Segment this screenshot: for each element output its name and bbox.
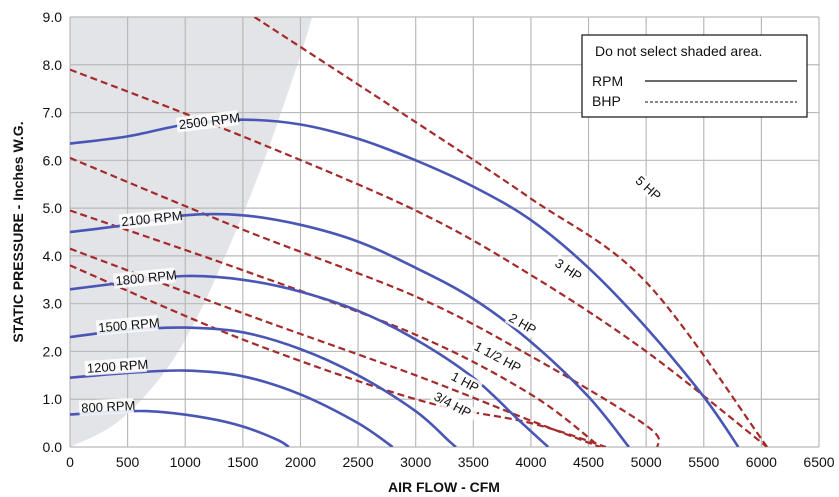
bhp-label-bg [550,254,587,286]
rpm-label-text: 2100 RPM [121,208,184,229]
rpm-label-1800-rpm: 1800 RPM [112,267,178,289]
x-tick-label: 3500 [458,454,489,470]
x-tick-label: 4000 [515,454,546,470]
x-tick-label: 2000 [285,454,316,470]
y-tick-label: 1.0 [43,391,63,407]
legend-rpm-label: RPM [592,73,623,89]
legend-box [581,34,808,118]
shaded-area-region [70,17,312,447]
y-tick-label: 4.0 [43,248,63,264]
rpm-label-text: 1500 RPM [98,315,160,335]
bhp-label-bg [429,387,479,424]
rpm-label-text: 800 RPM [81,398,136,416]
bhp-label-bg [447,367,484,397]
rpm-label-1200-rpm: 1200 RPM [84,356,149,377]
bhp-curve-1-1-2-hp [70,209,601,447]
x-tick-label: 2500 [342,454,373,470]
x-tick-label: 4500 [573,454,604,470]
x-tick-label: 1000 [170,454,201,470]
x-tick-label: 5500 [688,454,719,470]
rpm-label-800-rpm: 800 RPM [78,397,136,416]
shaded-area [70,17,312,447]
rpm-label-bg [84,356,147,377]
rpm-label-bg [176,110,240,133]
rpm-label-text: 1800 RPM [115,267,178,288]
legend-bhp-label: BHP [592,93,621,109]
x-tick-label: 6000 [746,454,777,470]
rpm-label-2500-rpm: 2500 RPM [176,110,241,133]
y-tick-label: 7.0 [43,105,63,121]
legend-note: Do not select shaded area. [595,43,762,59]
rpm-label-1500-rpm: 1500 RPM [95,315,160,336]
bhp-curve-2-hp [70,156,661,447]
rpm-label-bg [112,267,176,289]
y-tick-label: 9.0 [43,9,63,25]
rpm-label-bg [95,315,159,336]
y-tick-label: 5.0 [43,200,63,216]
x-tick-label: 0 [66,454,74,470]
x-tick-label: 6500 [803,454,834,470]
x-tick-label: 3000 [400,454,431,470]
bhp-curve-5-hp [253,17,768,447]
y-axis-title: STATIC PRESSURE - Inches W.G. [10,121,26,342]
bhp-label-bg [470,337,532,380]
x-tick-label: 5000 [631,454,662,470]
y-tick-label: 0.0 [43,439,63,455]
y-tick-label: 3.0 [43,296,63,312]
bhp-label-text: 3/4 HP [432,389,474,421]
y-tick-label: 8.0 [43,57,63,73]
rpm-label-text: 1200 RPM [86,357,148,376]
rpm-label-bg [78,397,134,416]
bhp-label-1-1-2-hp: 1 1/2 HP [470,337,532,380]
x-tick-label: 500 [116,454,140,470]
x-tick-label: 1500 [227,454,258,470]
bhp-label-text: 1 1/2 HP [472,339,524,376]
bhp-label-bg [504,309,541,339]
rpm-label-bg [118,208,182,230]
bhp-label-bg [631,171,666,205]
bhp-label-3-hp: 3 HP [550,254,587,286]
rpm-label-text: 2500 RPM [178,110,241,132]
legend: Do not select shaded area. RPM BHP [581,34,808,118]
bhp-label-5-hp: 5 HP [631,171,666,205]
bhp-curve-1-hp [70,247,601,447]
rpm-label-2100-rpm: 2100 RPM [118,208,184,230]
x-axis-title: AIR FLOW - CFM [388,479,500,495]
axis-ticks: 0 500 1000 1500 2000 2500 3000 3500 4000 4500 5000… [43,9,835,470]
y-tick-label: 6.0 [43,152,63,168]
y-tick-label: 2.0 [43,343,63,359]
